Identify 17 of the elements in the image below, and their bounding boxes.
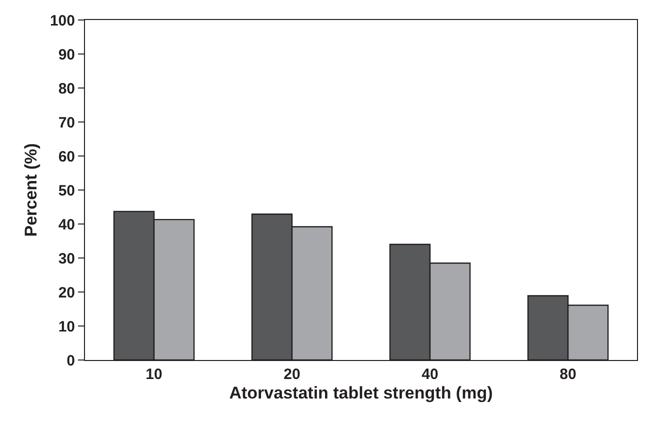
y-tick-label: 20 [58,284,75,302]
y-tick-label: 60 [58,148,75,166]
y-tick-label: 90 [58,46,75,64]
y-tick-label: 80 [58,80,75,98]
y-tick-label: 30 [58,250,75,268]
x-tick-label: 40 [422,366,438,383]
x-tick-label: 10 [146,366,162,383]
y-tick-label: 10 [58,318,75,336]
x-tick-label: 20 [284,366,300,383]
y-tick-label: 100 [50,12,75,30]
y-tick-label: 50 [58,182,75,200]
x-tick-label: 80 [560,366,576,383]
y-tick-label: 40 [58,216,75,234]
y-tick-label: 0 [66,352,75,370]
y-axis-title: Percent (%) [22,143,41,237]
y-tick-label: 70 [58,114,75,132]
x-axis-title: Atorvastatin tablet strength (mg) [229,383,493,402]
